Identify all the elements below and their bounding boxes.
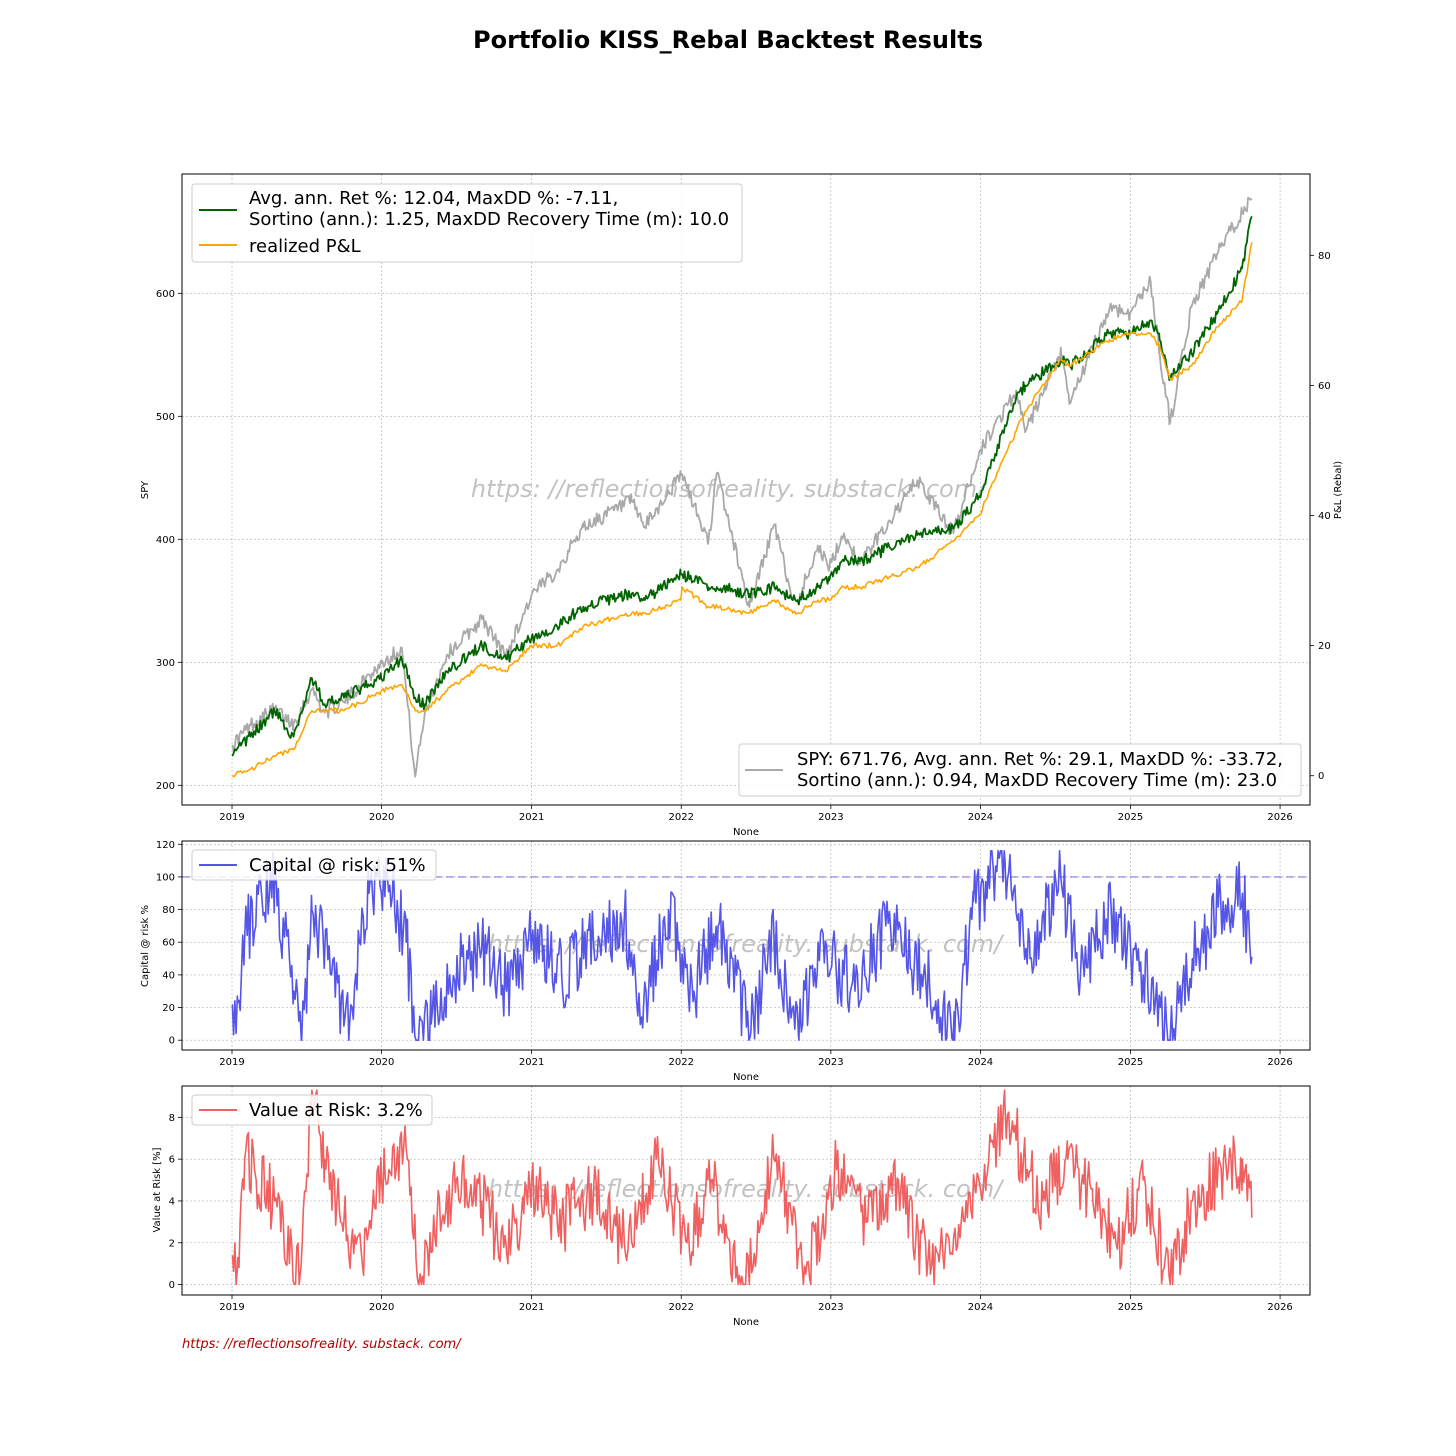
legend-spy: SPY: 671.76, Avg. ann. Ret %: 29.1, MaxD… [738, 743, 1302, 797]
equity-series [231, 196, 1253, 778]
value-at-risk-line [231, 1089, 1253, 1286]
equity-y-ticks-right: 0 20 40 60 80 [1310, 251, 1331, 782]
x-tick-label: 2024 [968, 1057, 993, 1068]
equity-grid [182, 174, 1310, 805]
x-tick-label: 2024 [968, 812, 993, 823]
legend-spy-box [738, 743, 1302, 797]
x-tick-label: 2022 [669, 1302, 694, 1313]
var-panel: https: //reflectionsofreality. substack.… [152, 1085, 1311, 1328]
y-tick-label: 2 [169, 1238, 175, 1249]
x-tick-label: 2023 [818, 1302, 843, 1313]
x-tick-label: 2025 [1118, 1057, 1143, 1068]
legend-realized-label: realized P&L [249, 236, 361, 257]
y-tick-label: 0 [169, 1280, 175, 1291]
x-tick-label: 2021 [519, 812, 544, 823]
equity-y-label-right: P&L (Rebal) [1333, 461, 1344, 519]
equity-plot-area [182, 174, 1310, 805]
x-tick-label: 2026 [1267, 1302, 1292, 1313]
y-tick-label: 8 [169, 1113, 175, 1124]
y-right-tick-label: 80 [1318, 251, 1331, 262]
legend-var-box [191, 1094, 433, 1126]
legend-capital-box [191, 849, 437, 881]
y-tick-label: 120 [156, 840, 175, 851]
var-frame [181, 1085, 1311, 1296]
strategy-equity-line [231, 215, 1253, 757]
equity-y-label: SPY [140, 480, 151, 499]
capital-y-ticks: 0 20 40 60 80 100 120 [156, 840, 182, 1047]
x-tick-label: 2026 [1267, 812, 1292, 823]
y-right-tick-label: 40 [1318, 511, 1331, 522]
x-tick-label: 2019 [219, 1302, 244, 1313]
var-y-ticks: 0 2 4 6 8 [169, 1113, 182, 1291]
legend-capital-label: Capital @ risk: 51% [249, 855, 426, 876]
x-tick-label: 2020 [369, 1057, 394, 1068]
legend-var-label: Value at Risk: 3.2% [249, 1100, 423, 1121]
legend-strategy-line2: Sortino (ann.): 1.25, MaxDD Recovery Tim… [249, 209, 729, 230]
y-tick-label: 200 [156, 781, 175, 792]
x-tick-label: 2025 [1118, 1302, 1143, 1313]
equity-frame [181, 173, 1311, 806]
legend-spy-line2: Sortino (ann.): 0.94, MaxDD Recovery Tim… [797, 770, 1277, 791]
y-tick-label: 60 [162, 938, 175, 949]
capital-panel: https: //reflectionsofreality. substack.… [140, 840, 1311, 1083]
capital-y-label: Capital @ risk % [140, 905, 151, 987]
x-tick-label: 2026 [1267, 1057, 1292, 1068]
var-x-label: None [733, 1317, 759, 1328]
legend-var: Value at Risk: 3.2% [191, 1094, 433, 1126]
realized-pnl-line [231, 242, 1253, 778]
var-x-ticks: 2019 2020 2021 2022 2023 2024 2025 2026 [219, 1295, 1293, 1313]
var-y-label: Value at Risk [%] [152, 1147, 163, 1232]
equity-panel: https: //reflectionsofreality. substack.… [140, 173, 1344, 838]
x-tick-label: 2022 [669, 1057, 694, 1068]
watermark: https: //reflectionsofreality. substack.… [488, 930, 1005, 958]
equity-x-label: None [733, 827, 759, 838]
legend-spy-line1: SPY: 671.76, Avg. ann. Ret %: 29.1, MaxD… [797, 749, 1283, 770]
capital-series [231, 850, 1253, 1041]
x-tick-label: 2022 [669, 812, 694, 823]
y-right-tick-label: 0 [1318, 771, 1324, 782]
legend-strategy-line1: Avg. ann. Ret %: 12.04, MaxDD %: -7.11, [249, 188, 618, 209]
y-tick-label: 40 [162, 970, 175, 981]
legend-strategy: Avg. ann. Ret %: 12.04, MaxDD %: -7.11, … [191, 183, 743, 263]
x-tick-label: 2023 [818, 1057, 843, 1068]
legend-strategy-box [191, 183, 743, 263]
capital-x-ticks: 2019 2020 2021 2022 2023 2024 2025 2026 [219, 1050, 1293, 1068]
x-tick-label: 2020 [369, 1302, 394, 1313]
x-tick-label: 2021 [519, 1302, 544, 1313]
capital-x-label: None [733, 1072, 759, 1083]
y-tick-label: 300 [156, 658, 175, 669]
y-tick-label: 100 [156, 872, 175, 883]
y-tick-label: 400 [156, 535, 175, 546]
y-tick-label: 80 [162, 905, 175, 916]
capital-at-risk-line [231, 850, 1253, 1041]
legend-capital: Capital @ risk: 51% [191, 849, 437, 881]
x-tick-label: 2021 [519, 1057, 544, 1068]
capital-grid [182, 841, 1310, 1050]
equity-x-ticks: 2019 2020 2021 2022 2023 2024 2025 2026 [219, 805, 1293, 823]
x-tick-label: 2019 [219, 812, 244, 823]
y-tick-label: 600 [156, 289, 175, 300]
x-tick-label: 2020 [369, 812, 394, 823]
figure-title: Portfolio KISS_Rebal Backtest Results [473, 26, 983, 54]
x-tick-label: 2024 [968, 1302, 993, 1313]
y-tick-label: 500 [156, 412, 175, 423]
y-right-tick-label: 60 [1318, 381, 1331, 392]
y-tick-label: 20 [162, 1003, 175, 1014]
capital-frame [181, 840, 1311, 1051]
y-tick-label: 0 [169, 1036, 175, 1047]
y-tick-label: 4 [169, 1196, 175, 1207]
x-tick-label: 2019 [219, 1057, 244, 1068]
x-tick-label: 2023 [818, 812, 843, 823]
x-tick-label: 2025 [1118, 812, 1143, 823]
equity-y-ticks: 200 300 400 500 600 [156, 289, 182, 792]
footer-url: https: //reflectionsofreality. substack.… [182, 1337, 462, 1352]
y-right-tick-label: 20 [1318, 641, 1331, 652]
var-series [231, 1089, 1253, 1286]
y-tick-label: 6 [169, 1155, 175, 1166]
watermark: https: //reflectionsofreality. substack.… [471, 475, 988, 503]
spy-price-line [231, 196, 1253, 778]
